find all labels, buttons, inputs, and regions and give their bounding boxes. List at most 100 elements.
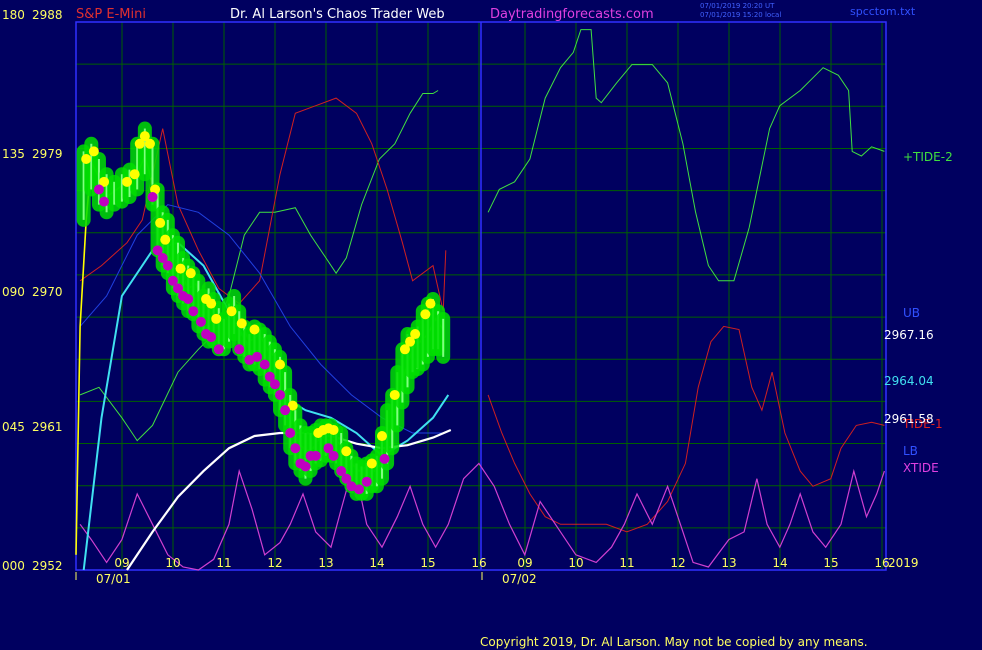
low-dot: [152, 245, 163, 256]
low-dot: [323, 443, 334, 454]
series-line--tide-2-forecast: [487, 29, 885, 282]
low-dot: [173, 283, 183, 294]
high-dot: [81, 154, 92, 164]
high-dot: [175, 263, 186, 274]
high-dot: [328, 424, 339, 435]
low-dot: [354, 484, 365, 495]
axis-labels-layer: 180 2988 135 2979 090 2970 045 2961 000 2952 09 10 1…: [2, 8, 890, 586]
x-axis-hour-label: 09: [114, 556, 129, 570]
copyright-footer: Copyright 2019, Dr. Al Larson. May not b…: [480, 635, 868, 649]
high-dot: [122, 176, 132, 187]
low-dot: [99, 196, 110, 207]
high-dot: [226, 306, 237, 317]
high-dot: [287, 400, 298, 411]
high-dot: [420, 309, 431, 320]
high-dot: [206, 298, 217, 309]
low-dot: [162, 260, 173, 271]
x-axis-date-label: 07/02: [502, 572, 537, 586]
y-axis-price-label: 2952: [32, 559, 63, 573]
high-dot: [134, 138, 145, 149]
low-dot: [341, 473, 352, 484]
high-dot: [377, 431, 387, 442]
y-axis-angle-label: 135: [2, 147, 25, 161]
low-dot: [275, 389, 285, 400]
high-dot: [425, 298, 436, 309]
high-dot: [139, 131, 150, 142]
y-axis-price-label: 2988: [32, 8, 63, 22]
high-dot: [236, 318, 247, 329]
low-dot: [213, 344, 224, 355]
high-dot: [185, 268, 196, 279]
x-axis-hour-label: 15: [420, 556, 435, 570]
low-dot: [252, 351, 263, 362]
low-dot: [346, 481, 357, 492]
x-axis-hour-label: 10: [165, 556, 180, 570]
low-dot: [300, 461, 311, 472]
x-axis-hour-label: 13: [318, 556, 333, 570]
value-2967-label: 2967.16: [884, 328, 934, 342]
lb-label: LB: [903, 444, 918, 458]
x-axis-hour-label: 16: [874, 556, 889, 570]
high-dot: [341, 446, 352, 457]
high-dot: [150, 184, 161, 195]
low-dot: [183, 294, 194, 305]
high-dot: [160, 234, 171, 245]
y-axis-angle-label: 000: [2, 559, 25, 573]
low-dot: [93, 184, 104, 195]
low-dot: [379, 453, 390, 464]
low-dot: [147, 192, 158, 203]
timestamp-local: 07/01/2019 15:20 local: [700, 11, 781, 19]
low-dot: [195, 316, 206, 327]
y-axis-angle-label: 090: [2, 285, 25, 299]
x-axis-hour-label: 12: [670, 556, 685, 570]
x-axis-hour-label: 11: [216, 556, 231, 570]
x-axis-hour-label: 12: [267, 556, 282, 570]
instrument-label: S&P E-Mini: [76, 7, 146, 22]
high-dot: [211, 313, 222, 324]
high-dot: [249, 324, 260, 335]
x-axis-hour-label: 14: [772, 556, 787, 570]
high-dot: [129, 169, 140, 180]
filename-label: spcctom.txt: [850, 5, 916, 18]
high-dot: [155, 217, 166, 228]
value-2961-label: 2961.58: [884, 412, 934, 426]
low-dot: [188, 306, 199, 317]
x-axis-date-label: 07/01: [96, 572, 131, 586]
dots-layer: [81, 131, 436, 495]
value-2964-label: 2964.04: [884, 374, 934, 388]
x-axis-hour-label: 16: [471, 556, 486, 570]
x-axis-hour-label: 13: [721, 556, 736, 570]
x-axis-hour-label: 14: [369, 556, 384, 570]
low-dot: [157, 252, 168, 263]
low-dot: [290, 443, 301, 454]
tide1-label: TIDE-1: [902, 417, 943, 431]
high-dot: [405, 336, 416, 347]
year-label: 2019: [888, 556, 919, 570]
low-dot: [259, 359, 270, 370]
y-axis-angle-label: 045: [2, 420, 25, 434]
y-axis-angle-label: 180: [2, 8, 25, 22]
high-dot: [410, 329, 421, 340]
low-dot: [269, 379, 280, 390]
low-dot: [361, 476, 372, 487]
ub-label: UB: [903, 306, 920, 320]
low-dot: [285, 428, 296, 438]
y-axis-price-label: 2979: [32, 147, 63, 161]
series-line-xtide: [79, 462, 885, 571]
low-dot: [244, 354, 255, 365]
high-dot: [399, 344, 410, 355]
high-dot: [389, 389, 400, 400]
timestamp-utc: 07/01/2019 20:20 UT: [700, 2, 775, 10]
low-dot: [310, 450, 321, 461]
low-dot: [234, 344, 245, 355]
chart-title: Dr. Al Larson's Chaos Trader Web: [230, 7, 445, 22]
low-dot: [328, 450, 339, 461]
high-dot: [366, 458, 377, 469]
high-dot: [275, 359, 285, 370]
x-axis-hour-label: 09: [517, 556, 532, 570]
price-bars-layer: [76, 121, 451, 501]
y-axis-price-label: 2970: [32, 285, 63, 299]
site-label: Daytradingforecasts.com: [490, 7, 654, 22]
low-dot: [167, 275, 178, 286]
high-dot: [144, 138, 155, 149]
